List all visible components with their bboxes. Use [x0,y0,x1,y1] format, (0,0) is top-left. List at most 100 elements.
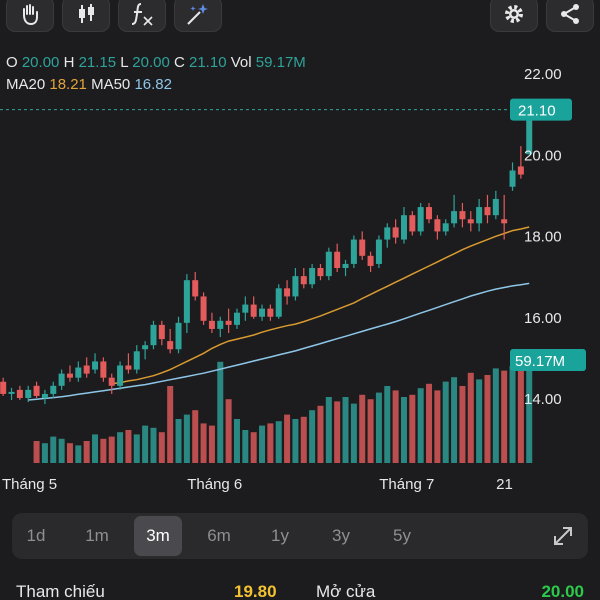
candle-body [442,223,449,232]
candle-body [125,365,132,370]
price-axis-tick: 16.00 [524,310,562,327]
volume-bar [233,419,240,463]
volume-bar [259,425,266,463]
function-button[interactable] [118,0,166,32]
candle-body [409,215,416,232]
period-1y[interactable]: 1y [271,526,289,545]
volume-bar [217,361,224,463]
volume-bar [375,392,382,463]
volume-bar [33,441,40,463]
volume-bar [50,436,57,463]
reference-price-value: 19.80 [234,582,277,600]
volume-bar [75,445,82,463]
volume-bar [225,399,232,463]
candle-body [8,391,15,394]
candle-body [58,373,65,386]
volume-label: Vol [230,54,252,71]
period-5y[interactable]: 5y [393,526,411,545]
volume-bar [66,443,73,463]
ma50-label: MA50 [91,76,131,93]
candle-body [192,280,199,297]
price-axis-tick: 22.00 [524,66,562,83]
last-volume-badge [510,349,586,371]
candle-body [501,219,508,224]
candle-body [292,276,299,297]
close-label: C [173,54,185,71]
volume-bar [108,436,115,463]
period-1m[interactable]: 1m [85,526,109,545]
last-price-badge [510,98,572,121]
price-axis-tick: 18.00 [524,229,562,246]
ma20-line [111,226,530,385]
period-1d[interactable]: 1d [26,526,46,545]
candle-body [476,207,483,224]
candle-body [317,268,324,277]
hand-pan-button[interactable] [6,0,54,32]
share-button[interactable] [546,0,594,32]
volume-bar [384,386,391,463]
volume-bar [150,427,157,463]
candle-body [208,320,215,329]
candle-body [350,239,357,264]
volume-bar [309,410,316,463]
candle-body [92,361,99,370]
open-price-label: Mở cửa [316,582,376,600]
volume-bar [250,432,257,463]
period-3y[interactable]: 3y [332,526,350,545]
time-axis-tick: 21 [496,476,513,493]
close-value: 21.10 [189,54,227,71]
volume-bar [142,425,149,463]
candle-body [117,365,124,386]
candle-body [259,308,266,317]
volume-bar [367,399,374,463]
candle-body [467,219,474,224]
volume-bar [133,434,140,463]
volume-bar [501,370,508,463]
volume-bar [451,377,458,463]
volume-bar [83,441,90,463]
volume-bar [334,401,341,463]
volume-bar [434,390,441,463]
price-chart[interactable]: 22.00 20.00 18.00 16.00 14.00 21.10 59.17M Thán… [0,40,600,500]
candle-body [233,312,240,325]
expand-icon[interactable] [550,523,576,549]
volume-bar [92,434,99,463]
candle-body [325,251,332,277]
volume-bar [476,379,483,463]
period-3m[interactable]: 3m [134,516,182,556]
candle-body [133,351,140,370]
candle-body [167,341,174,350]
candle-body [33,385,40,396]
magic-sparkle-icon [187,4,208,25]
candle-body [200,296,207,321]
candle-body [225,320,232,325]
candle-body [0,381,7,394]
high-label: H [63,54,75,71]
ohlc-readout: O 20.00 H 21.15 L 20.00 C 21.10 Vol 59.1… [6,54,306,71]
candle-body [83,365,90,374]
candle-body [150,324,157,346]
hand-pan-icon [23,4,38,26]
ma20-label: MA20 [6,76,46,93]
volume-bar [317,405,324,463]
candlestick-button[interactable] [62,0,110,32]
settings-button[interactable] [490,0,538,32]
period-6m[interactable]: 6m [207,526,231,545]
low-label: L [120,54,129,71]
candle-body [250,304,257,317]
candle-body [392,227,399,238]
function-icon [131,3,153,26]
open-price-value: 20.00 [541,582,584,600]
candle-body [309,268,316,285]
candle-body [217,320,224,329]
magic-sparkle-button[interactable] [174,0,222,32]
candle-body [426,207,433,220]
candle-body [417,207,424,232]
volume-bar [117,432,124,463]
volume-bar [467,372,474,463]
volume-bar [509,366,516,463]
volume-bar [267,423,274,463]
candle-body [342,263,349,268]
candle-body [400,215,407,240]
price-axis-tick: 20.00 [524,147,562,164]
